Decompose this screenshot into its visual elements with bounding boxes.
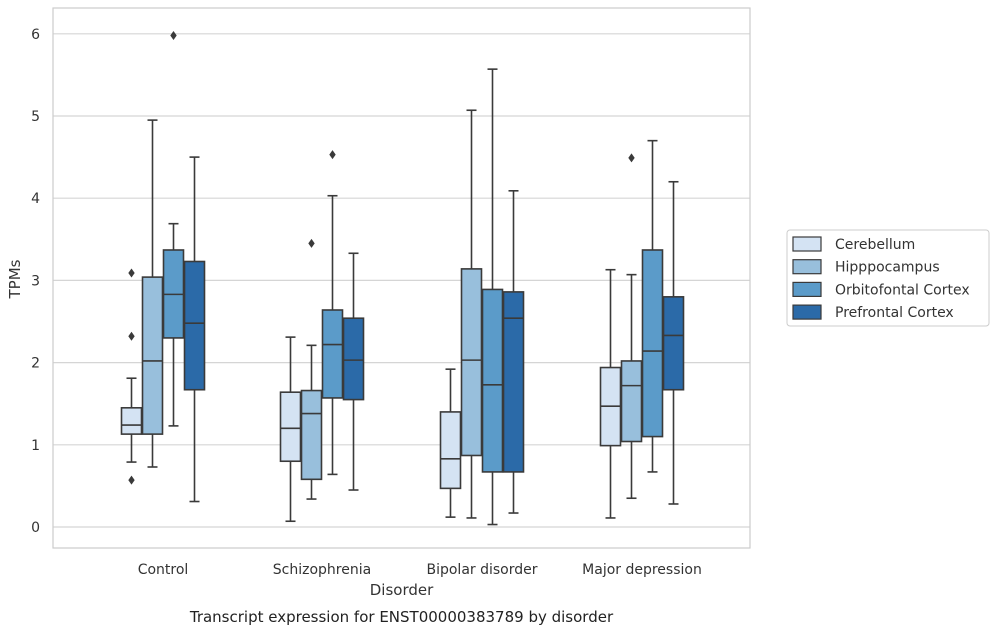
box-hipppocampus: [141, 119, 164, 468]
legend-label: Orbitofontal Cortex: [835, 282, 970, 298]
iqr-box: [481, 288, 504, 473]
iqr-box: [439, 411, 462, 490]
iqr-box: [300, 389, 323, 481]
x-tick-label: Schizophrenia: [273, 562, 371, 578]
y-tick-labels: 0 1 2 3 4 5 6: [31, 27, 40, 536]
box-orbitofontal-cortex: [641, 139, 664, 473]
x-axis-title: Disorder: [370, 581, 434, 599]
y-tick-label: 6: [31, 27, 40, 43]
category-group: [599, 139, 685, 519]
legend-swatch: [792, 259, 822, 275]
plot-frame: [52, 7, 751, 549]
box-orbitofontal-cortex: [162, 30, 185, 427]
x-tick-label: Major depression: [582, 562, 702, 578]
category-group: [120, 30, 206, 503]
legend-swatch: [792, 304, 822, 320]
box-orbitofontal-cortex: [321, 150, 344, 476]
outlier-point: [128, 331, 135, 341]
iqr-box: [321, 309, 344, 399]
y-tick-label: 2: [31, 356, 40, 372]
iqr-box: [620, 360, 643, 443]
box-cerebellum: [279, 336, 302, 523]
box-cerebellum: [439, 368, 462, 518]
outlier-point: [308, 238, 315, 248]
box-prefrontal-cortex: [662, 180, 685, 505]
legend-label: Hipppocampus: [835, 260, 940, 276]
box-hipppocampus: [460, 109, 483, 519]
category-group: [439, 68, 525, 526]
box-prefrontal-cortex: [183, 156, 206, 503]
iqr-box: [662, 296, 685, 391]
iqr-box: [120, 407, 143, 435]
box-orbitofontal-cortex: [481, 68, 504, 526]
iqr-box: [141, 276, 164, 435]
iqr-box: [502, 291, 525, 473]
y-tick-label: 5: [31, 109, 40, 125]
x-tick-label: Bipolar disorder: [426, 562, 537, 578]
legend-swatch: [792, 281, 822, 297]
y-tick-label: 3: [31, 273, 40, 289]
iqr-box: [641, 249, 664, 438]
legend-swatch: [792, 236, 822, 252]
y-tick-label: 0: [31, 520, 40, 536]
iqr-box: [279, 391, 302, 463]
box-cerebellum: [120, 268, 143, 485]
box-groups: [120, 30, 685, 526]
legend: Cerebellum Hipppocampus Orbitofontal Corte…: [786, 229, 990, 327]
y-tick-label: 1: [31, 438, 40, 454]
outlier-point: [628, 153, 635, 163]
legend-frame: [786, 229, 990, 327]
box-cerebellum: [599, 268, 622, 519]
box-prefrontal-cortex: [342, 252, 365, 491]
iqr-box: [342, 317, 365, 401]
y-tick-label: 4: [31, 191, 40, 207]
legend-label: Prefrontal Cortex: [835, 305, 954, 321]
outlier-point: [329, 150, 336, 160]
box-hipppocampus: [300, 238, 323, 500]
x-tick-labels: Control Schizophrenia Bipolar disorder Majo…: [138, 562, 702, 578]
box-prefrontal-cortex: [502, 190, 525, 514]
category-group: [279, 150, 365, 523]
x-tick-label: Control: [138, 562, 189, 578]
chart-caption: Transcript expression for ENST0000038378…: [189, 608, 614, 626]
iqr-box: [183, 260, 206, 391]
legend-label: Cerebellum: [835, 237, 915, 253]
iqr-box: [460, 268, 483, 457]
outlier-point: [128, 268, 135, 278]
outlier-point: [128, 475, 135, 485]
y-axis-title: TPMs: [6, 259, 24, 299]
outlier-point: [170, 30, 177, 40]
box-hipppocampus: [620, 153, 643, 500]
